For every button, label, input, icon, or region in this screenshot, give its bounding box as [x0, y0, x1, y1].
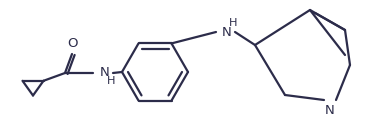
Text: N: N [325, 104, 335, 117]
Text: N: N [222, 26, 232, 39]
Text: H: H [229, 18, 238, 28]
Text: H: H [107, 76, 116, 86]
Text: N: N [100, 67, 110, 79]
Text: O: O [67, 37, 77, 50]
